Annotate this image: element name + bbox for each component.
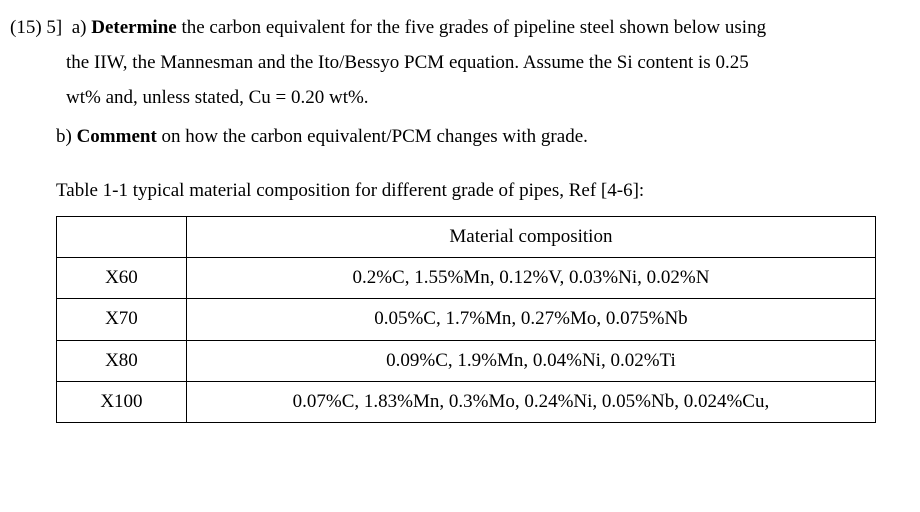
table-header-empty [57, 216, 187, 257]
composition-cell: 0.2%C, 1.55%Mn, 0.12%V, 0.03%Ni, 0.02%N [186, 258, 875, 299]
question-b-prefix: b) [56, 126, 77, 147]
question-a-line3: wt% and, unless stated, Cu = 0.20 wt%. [10, 80, 900, 115]
grade-cell: X100 [57, 381, 187, 422]
question-a-line2: the IIW, the Mannesman and the Ito/Bessy… [10, 45, 900, 80]
table-row: X100 0.07%C, 1.83%Mn, 0.3%Mo, 0.24%Ni, 0… [57, 381, 876, 422]
question-part-b: b) Comment on how the carbon equivalent/… [0, 119, 900, 154]
composition-cell: 0.05%C, 1.7%Mn, 0.27%Mo, 0.075%Nb [186, 299, 875, 340]
determine-bold: Determine [91, 17, 176, 38]
composition-cell: 0.09%C, 1.9%Mn, 0.04%Ni, 0.02%Ti [186, 340, 875, 381]
grade-cell: X70 [57, 299, 187, 340]
table-header-row: Material composition [57, 216, 876, 257]
table-row: X60 0.2%C, 1.55%Mn, 0.12%V, 0.03%Ni, 0.0… [57, 258, 876, 299]
question-b-rest: on how the carbon equivalent/PCM changes… [157, 126, 588, 147]
grade-cell: X60 [57, 258, 187, 299]
grade-cell: X80 [57, 340, 187, 381]
composition-table: Material composition X60 0.2%C, 1.55%Mn,… [56, 216, 876, 423]
composition-cell: 0.07%C, 1.83%Mn, 0.3%Mo, 0.24%Ni, 0.05%N… [186, 381, 875, 422]
table-caption: Table 1-1 typical material composition f… [0, 173, 900, 208]
table-row: X80 0.09%C, 1.9%Mn, 0.04%Ni, 0.02%Ti [57, 340, 876, 381]
comment-bold: Comment [77, 126, 157, 147]
question-prefix: (15) 5] a) [10, 17, 91, 38]
question-part-a: (15) 5] a) Determine the carbon equivale… [0, 10, 900, 115]
table-row: X70 0.05%C, 1.7%Mn, 0.27%Mo, 0.075%Nb [57, 299, 876, 340]
question-a-line1-rest: the carbon equivalent for the five grade… [177, 17, 766, 38]
question-a-line1: (15) 5] a) Determine the carbon equivale… [10, 10, 900, 45]
table-header-composition: Material composition [186, 216, 875, 257]
